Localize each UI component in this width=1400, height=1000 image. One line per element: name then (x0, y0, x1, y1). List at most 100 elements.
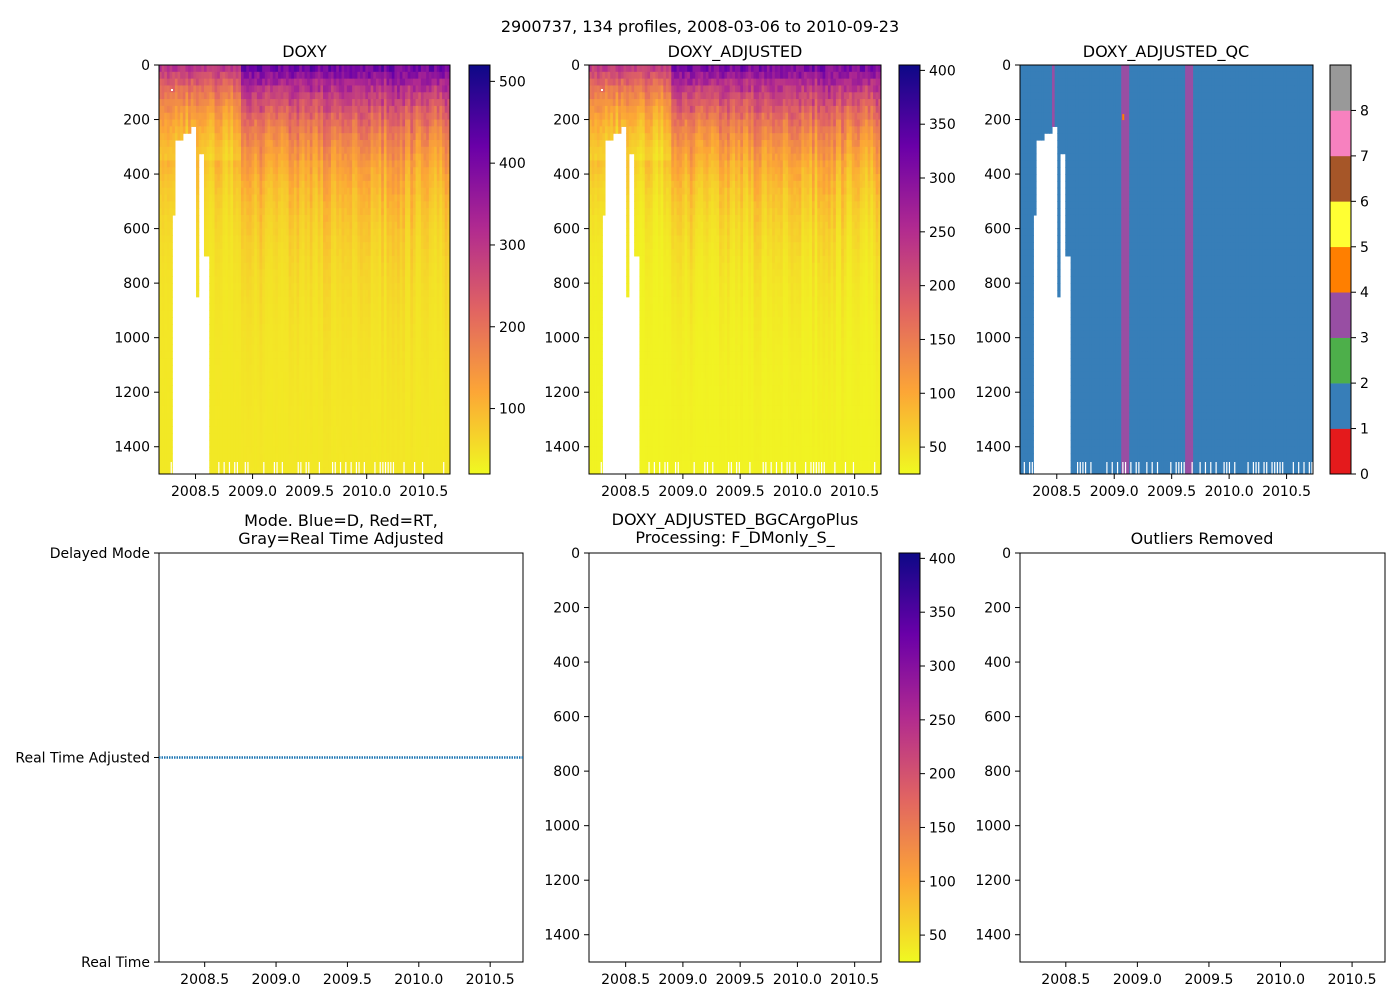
heatmap-cell (373, 153, 377, 162)
heatmap-cell (301, 405, 306, 414)
heatmap-cell (238, 317, 242, 325)
heatmap-cell (285, 228, 290, 237)
heatmap-cell (389, 187, 393, 196)
heatmap-cell (346, 405, 351, 414)
heatmap-cell (293, 85, 298, 93)
heatmap-cell (312, 358, 316, 366)
heatmap-cell (275, 99, 279, 107)
heatmap-cell (164, 405, 168, 414)
heatmap-cell (206, 126, 210, 134)
heatmap-cell (386, 439, 390, 448)
heatmap-cell (333, 399, 337, 407)
heatmap-cell (328, 65, 332, 73)
heatmap-cell (209, 364, 213, 373)
heatmap-cell (312, 187, 316, 196)
heatmap-cell (304, 385, 308, 393)
heatmap-cell (394, 201, 398, 209)
heatmap-cell (214, 194, 218, 202)
heatmap-cell (222, 385, 226, 393)
heatmap-cell (304, 296, 308, 305)
heatmap-cell (219, 174, 224, 182)
heatmap-cell (227, 303, 232, 311)
heatmap-cell (373, 214, 377, 223)
heatmap-cell (211, 146, 216, 155)
heatmap-cell (323, 324, 327, 332)
heatmap-cell (254, 92, 258, 100)
heatmap-cell (259, 201, 263, 209)
heatmap-cell (291, 92, 295, 100)
heatmap-cell (362, 71, 366, 80)
heatmap-cell (383, 283, 388, 291)
heatmap-cell (402, 364, 406, 373)
heatmap-cell (238, 419, 242, 427)
heatmap-cell (325, 133, 329, 141)
heatmap-cell (304, 433, 308, 441)
heatmap-cell (256, 99, 261, 107)
heatmap-cell (217, 351, 221, 359)
heatmap-cell (362, 78, 366, 87)
heatmap-cell (386, 283, 390, 291)
heatmap-cell (243, 99, 247, 107)
heatmap-cell (185, 78, 189, 87)
heatmap-cell (389, 371, 393, 380)
heatmap-cell (323, 405, 327, 414)
heatmap-cell (341, 412, 345, 421)
heatmap-cell (309, 180, 314, 189)
heatmap-cell (238, 344, 242, 352)
heatmap-cell (169, 167, 173, 175)
heatmap-cell (328, 180, 332, 189)
heatmap-cell (389, 351, 393, 359)
heatmap-cell (301, 419, 306, 427)
heatmap-cell (280, 358, 284, 366)
heatmap-cell (248, 235, 253, 243)
heatmap-cell (288, 330, 292, 339)
heatmap-cell (278, 330, 282, 339)
heatmap-cell (259, 426, 263, 434)
heatmap-cell (360, 174, 364, 182)
heatmap-cell (394, 467, 398, 474)
heatmap-cell (317, 324, 321, 332)
heatmap-cell (336, 337, 340, 346)
heatmap-cell (336, 269, 340, 277)
heatmap-cell (288, 426, 292, 434)
heatmap-cell (211, 85, 216, 93)
heatmap-cell (291, 303, 295, 311)
heatmap-cell (283, 351, 287, 359)
heatmap-cell (256, 303, 261, 311)
heatmap-cell (357, 119, 361, 127)
heatmap-cell (283, 276, 287, 284)
heatmap-cell (375, 126, 380, 134)
heatmap-cell (399, 283, 403, 291)
heatmap-cell (394, 99, 398, 107)
heatmap-cell (270, 92, 274, 100)
heatmap-cell (169, 174, 173, 182)
heatmap-cell (230, 112, 234, 121)
heatmap-cell (283, 364, 287, 373)
heatmap-cell (296, 201, 300, 209)
heatmap-cell (291, 405, 295, 414)
heatmap-cell (211, 92, 216, 100)
heatmap-cell (315, 228, 319, 237)
heatmap-cell (230, 399, 234, 407)
heatmap-cell (233, 344, 237, 352)
heatmap-cell (320, 262, 324, 271)
heatmap-cell (293, 235, 298, 243)
heatmap-cell (378, 139, 382, 148)
heatmap-cell (293, 194, 298, 202)
heatmap-cell (378, 167, 382, 175)
heatmap-cell (357, 99, 361, 107)
heatmap-cell (227, 201, 232, 209)
heatmap-cell (367, 317, 372, 325)
heatmap-cell (161, 412, 165, 421)
heatmap-cell (214, 453, 218, 461)
heatmap-cell (373, 419, 377, 427)
heatmap-cell (394, 105, 398, 114)
heatmap-cell (254, 65, 258, 73)
heatmap-cell (180, 119, 184, 127)
heatmap-cell (256, 65, 261, 73)
heatmap-cell (320, 228, 324, 237)
heatmap-cell (394, 276, 398, 284)
heatmap-cell (354, 174, 359, 182)
heatmap-cell (309, 385, 314, 393)
heatmap-cell (320, 460, 324, 468)
